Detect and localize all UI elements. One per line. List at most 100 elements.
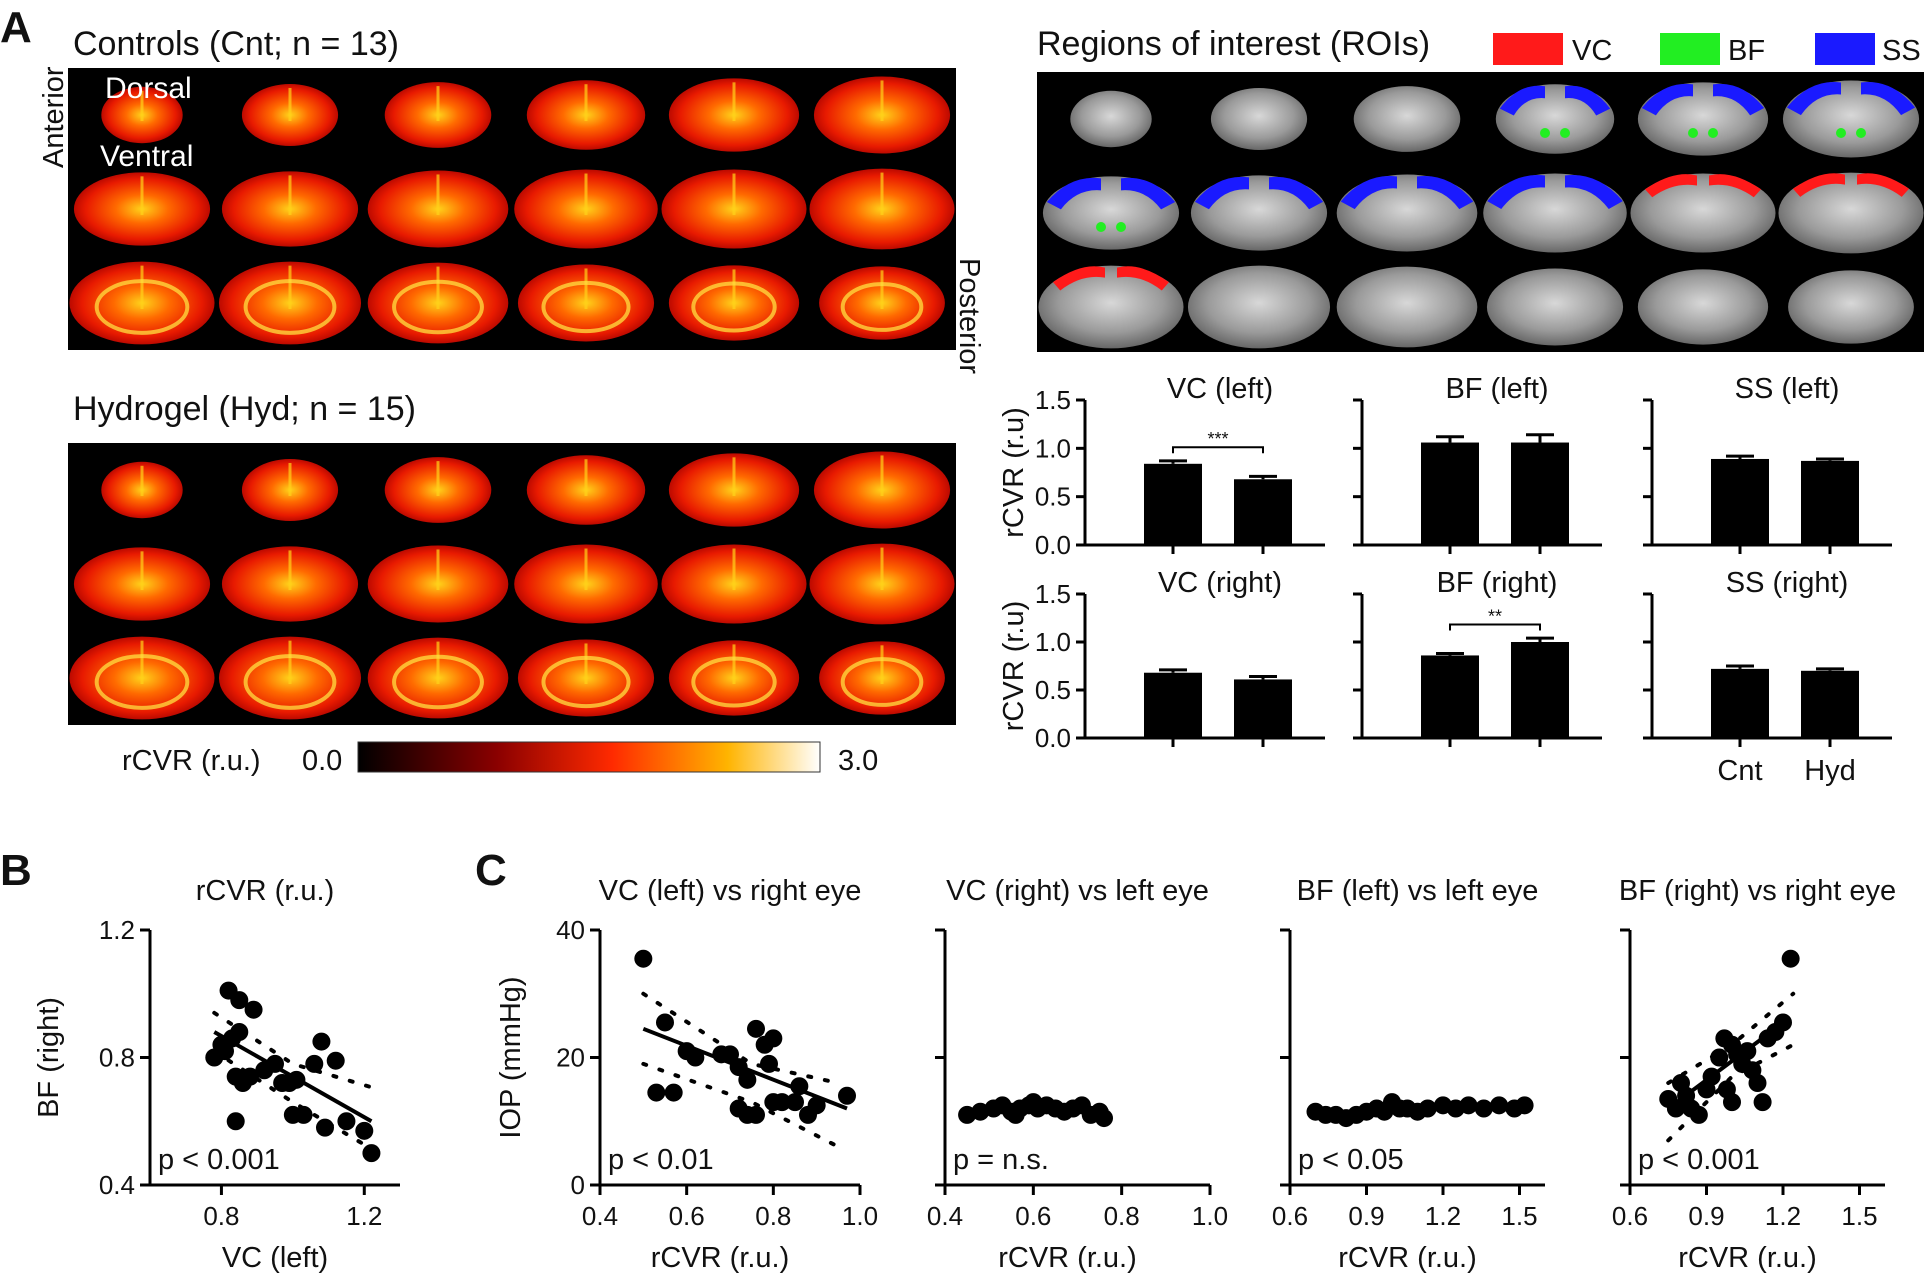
bar-y-label: rCVR (r.u) [998, 407, 1030, 538]
scatter-point [1710, 1048, 1729, 1067]
colorbar [357, 741, 821, 773]
roi-ss-right [1565, 85, 1611, 116]
bar [1801, 460, 1859, 545]
scatter-y-tick-label: 0 [571, 1170, 585, 1200]
scatter-point [760, 1054, 778, 1073]
roi-vc-left [1644, 174, 1697, 198]
scatter-point [230, 991, 249, 1010]
bar-chart-title: BF (left) [1445, 373, 1548, 405]
confidence-band [641, 991, 841, 1085]
brain-slice [1210, 87, 1308, 151]
roi-ss-left [1340, 175, 1397, 210]
scatter-x-tick-label: 0.8 [755, 1201, 791, 1231]
scatter-point [747, 1019, 765, 1038]
scatter-x-tick-label: 0.6 [1612, 1201, 1648, 1231]
scatter-x-tick-label: 1.0 [842, 1201, 878, 1231]
scatter-x-tick-label: 0.4 [927, 1201, 963, 1231]
scatter-point [312, 1032, 331, 1051]
brain-slice [1038, 265, 1184, 349]
bar-y-tick-label: 1.5 [1035, 385, 1071, 415]
scatter-x-tick-label: 1.5 [1841, 1201, 1877, 1231]
significance-bracket [1449, 623, 1541, 631]
scatter-x-label: rCVR (r.u.) [998, 1242, 1137, 1274]
regression-line [967, 1107, 1109, 1114]
scatter-x-tick-label: 0.6 [1015, 1201, 1051, 1231]
bar [1511, 442, 1569, 545]
roi-bf-right [1708, 128, 1718, 138]
roi-brain-grid [1037, 72, 1924, 352]
brain-ring [243, 279, 337, 335]
bar-x-tick-label: Cnt [1717, 755, 1762, 787]
bar-chart: BF (left) [1353, 373, 1602, 554]
scatter-x-tick-label: 0.4 [582, 1201, 618, 1231]
scatter-point [656, 1013, 674, 1032]
bar [1801, 670, 1859, 738]
roi-vc-left [1792, 173, 1845, 197]
brain-slice [1336, 266, 1478, 348]
bar [1144, 463, 1202, 545]
scatter-title: VC (left) vs right eye [599, 875, 862, 907]
roi-legend-vc: VC [1572, 35, 1612, 67]
scatter-point [244, 1000, 263, 1019]
roi-legend-vc-swatch [1493, 33, 1563, 65]
bar-y-tick-label: 0.5 [1035, 675, 1071, 705]
bar-y-tick-label: 1.0 [1035, 627, 1071, 657]
p-value: p = n.s. [953, 1144, 1049, 1176]
scatter-point [1781, 949, 1800, 968]
significance-stars: *** [1207, 429, 1228, 449]
bar [1234, 679, 1292, 738]
scatter-chart: rCVR (r.u.) 0.4 0.8 1.2 0.8 1.2 VC (left) BF (r… [33, 875, 400, 1274]
panel-letter-b: B [0, 846, 32, 895]
roi-legend-bf-swatch [1660, 33, 1720, 65]
roi-title: Regions of interest (ROIs) [1037, 25, 1430, 63]
scatter-y-tick-label: 20 [556, 1043, 585, 1073]
scatter-point [226, 1112, 245, 1131]
scatter-point [337, 1112, 356, 1131]
roi-bf-right [1560, 128, 1570, 138]
ventral-label: Ventral [100, 140, 193, 173]
scatter-x-tick-label: 0.9 [1688, 1201, 1724, 1231]
scatter-title: VC (right) vs left eye [946, 875, 1209, 907]
p-value: p < 0.001 [1638, 1144, 1760, 1176]
roi-bf-left [1836, 128, 1846, 138]
brain-slice [1778, 172, 1924, 254]
roi-bf-right [1116, 222, 1126, 232]
scatter-point [294, 1105, 313, 1124]
scatter-point [738, 1070, 757, 1089]
scatter-x-tick-label: 1.0 [1192, 1201, 1228, 1231]
roi-ss-right [1565, 175, 1623, 210]
scatter-point [362, 1144, 381, 1163]
bar [1144, 672, 1202, 738]
bar [1711, 458, 1769, 545]
bar-x-tick-label: Hyd [1804, 755, 1856, 787]
roi-legend-bf: BF [1728, 35, 1765, 67]
brain-slice [1187, 265, 1331, 349]
roi-ss-left [1194, 176, 1249, 210]
controls-brain-grid [68, 68, 956, 350]
brain-ring [94, 279, 190, 335]
scatter-title: BF (left) vs left eye [1297, 875, 1539, 907]
panel-letter-c: C [475, 846, 507, 895]
roi-vc-left [1052, 266, 1105, 291]
scatter-x-label: rCVR (r.u.) [1338, 1242, 1477, 1274]
scatter-title: BF (right) vs right eye [1619, 875, 1896, 907]
brain-ring [691, 656, 777, 708]
confidence-band [212, 1049, 381, 1156]
p-value: p < 0.01 [608, 1144, 714, 1176]
bar [1234, 479, 1292, 545]
scatter-x-tick-label: 0.8 [203, 1201, 239, 1231]
bar-chart-title: VC (right) [1158, 567, 1282, 599]
roi-bf-right [1856, 128, 1866, 138]
bar-y-tick-label: 0.0 [1035, 530, 1071, 560]
scatter-point [355, 1121, 374, 1140]
scatter-point [664, 1083, 683, 1102]
bar-chart-title: SS (left) [1735, 373, 1840, 405]
scatter-point [634, 949, 653, 968]
brain-slice [1353, 86, 1461, 152]
hydrogel-brain-slices [69, 451, 955, 720]
roi-bf-left [1688, 128, 1698, 138]
scatter-point [1474, 1099, 1493, 1118]
scatter-point [773, 1093, 791, 1112]
bar-chart: SS (right) Cnt Hyd [1643, 567, 1892, 787]
roi-ss-left [1786, 81, 1841, 116]
